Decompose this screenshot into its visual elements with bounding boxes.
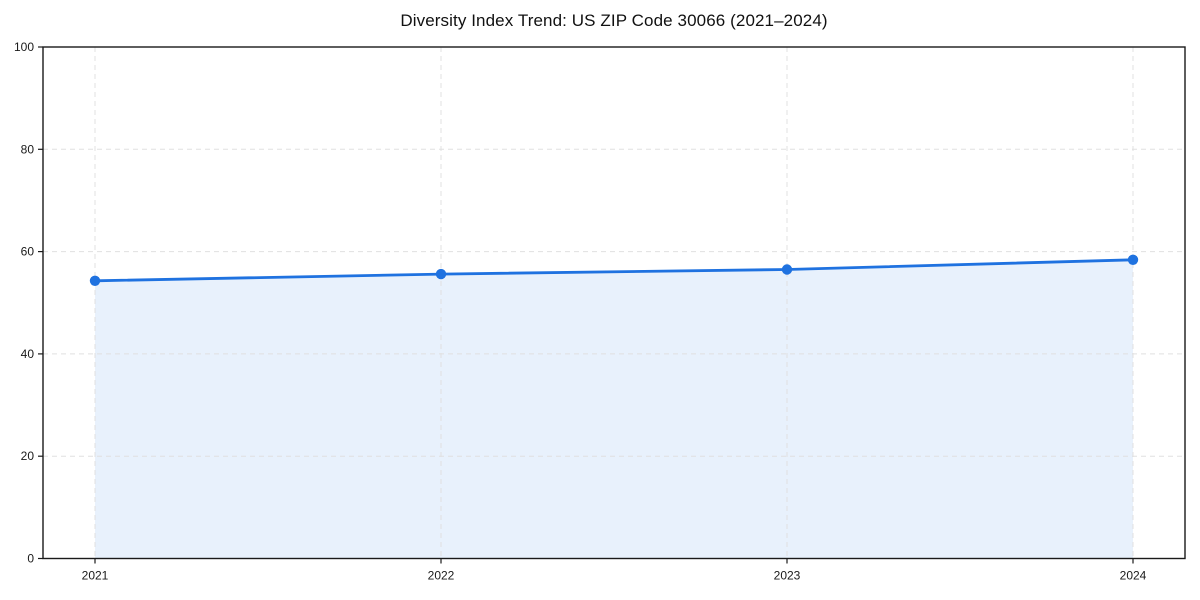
data-point-marker [1127,254,1139,265]
y-axis-tick-label: 80 [21,142,35,156]
y-axis-tick-label: 40 [21,347,35,361]
data-point-marker [89,275,101,286]
y-axis-tick-label: 20 [21,449,35,463]
y-axis-tick-label: 0 [27,552,34,566]
data-point-marker [781,264,793,275]
x-axis-tick-label: 2021 [82,569,109,583]
chart-title: Diversity Index Trend: US ZIP Code 30066… [400,11,828,30]
data-point-marker [435,268,447,280]
x-axis-tick-label: 2022 [428,569,455,583]
y-axis-tick-label: 100 [14,40,34,54]
trend-line [93,258,1135,283]
area-fill [95,259,1133,559]
x-axis-tick-label: 2024 [1120,569,1147,583]
plot-border [42,46,1186,560]
y-axis-tick-label: 60 [21,245,35,259]
x-axis-tick-label: 2023 [774,569,801,583]
